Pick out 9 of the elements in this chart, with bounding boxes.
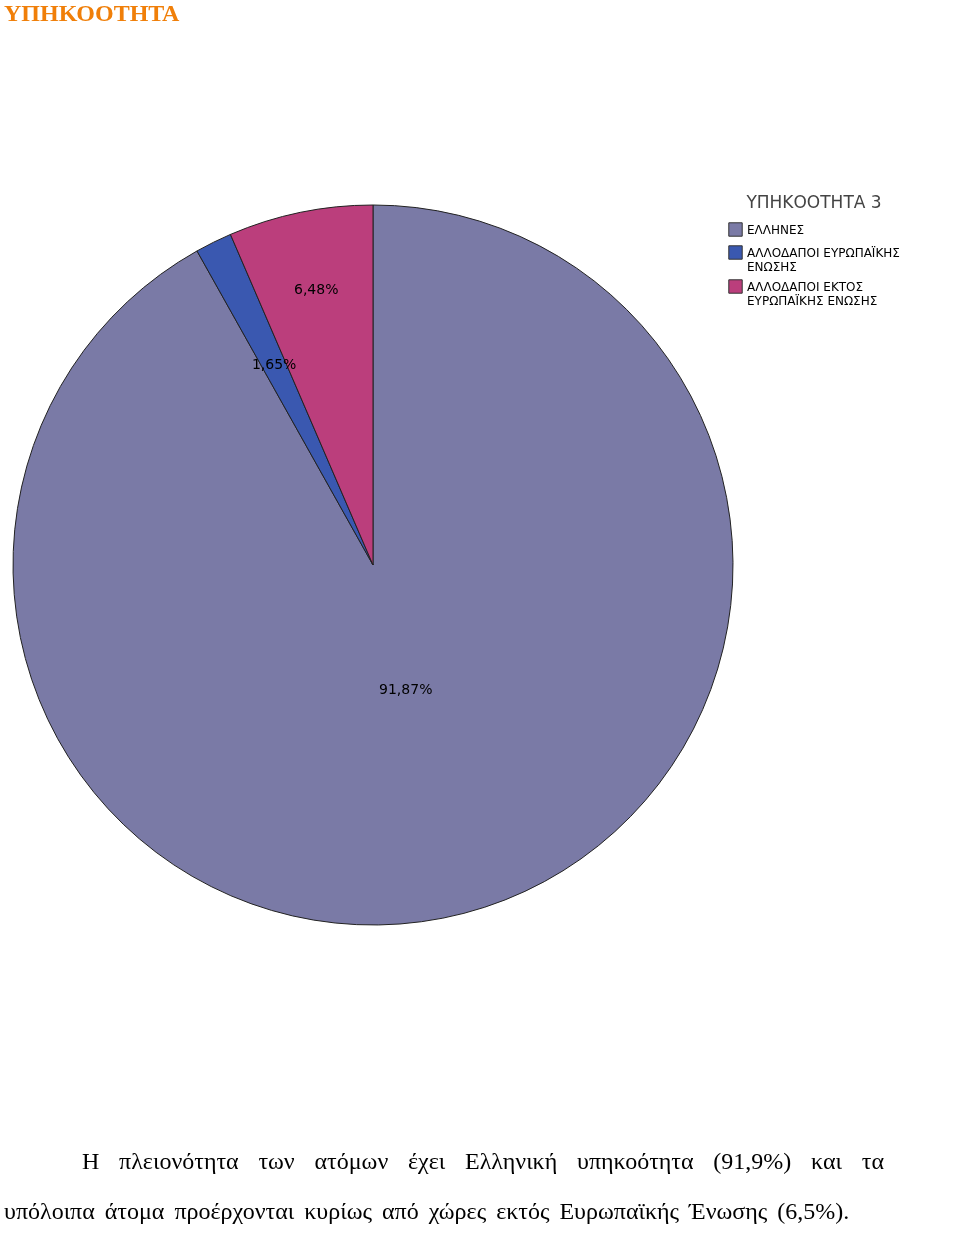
text: Η πλειονότητα των ατόμων έχει Ελληνική υπηκοότητα (91,9%) και τα υπόλοιπα άτομα προέρχονται κυρίως από χώρες εκτός Ευρωπαϊκής Ένωσης (6,5%). [4, 1147, 884, 1226]
legend-title: ΥΠΗΚΟΟΤΗΤΑ 3 [745, 192, 882, 212]
pie-slice [12, 204, 734, 925]
legend-label: ΑΛΛΟΔΑΠΟΙ ΕΥΡΩΠΑΪΚΗΣ ΕΝΩΣΗΣ [747, 244, 900, 274]
legend-label: ΕΛΛΗΝΕΣ [747, 222, 805, 237]
data-label: 6,48% [293, 281, 339, 297]
legend-label: ΑΛΛΟΔΑΠΟΙ ΕΚΤΟΣ ΕΥΡΩΠΑΪΚΗΣ ΕΝΩΣΗΣ [747, 279, 878, 308]
chart-title: ΥΠΗΚΟΟΤΗΤΑ [4, 0, 180, 27]
data-label: 91,87% [379, 681, 433, 698]
